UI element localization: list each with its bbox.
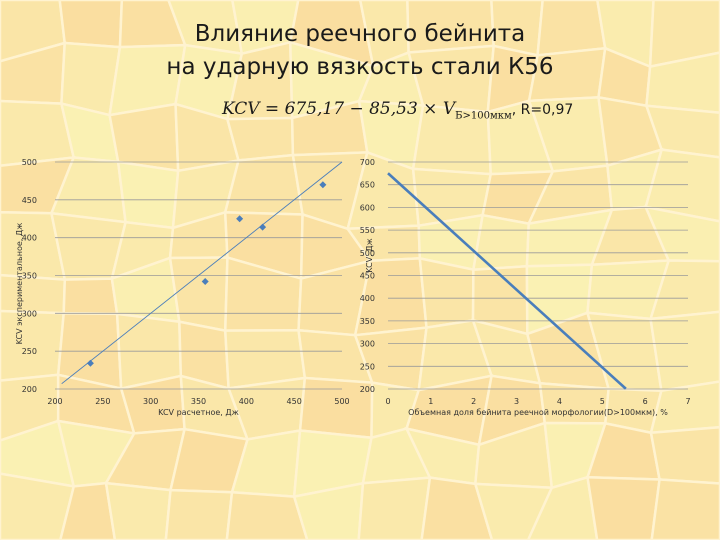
chart1-y-axis-label: KCV экспериментальное, Дж [15, 223, 24, 345]
formula-lhs: KCV = 675,17 − 85,53 × V [222, 99, 456, 119]
chart1-y-tick-label: 400 [22, 234, 37, 243]
chart2-x-tick-label: 7 [685, 397, 690, 406]
chart1-data-point [201, 278, 209, 286]
chart1-x-tick-label: 450 [287, 397, 302, 406]
chart1-x-tick-label: 400 [239, 397, 254, 406]
background-cell [586, 475, 661, 540]
chart2-series-line [387, 172, 627, 390]
background-cell [420, 476, 494, 540]
background-cell [104, 481, 172, 540]
chart1-reference-line [61, 161, 343, 385]
chart2-y-tick-label: 500 [360, 249, 375, 258]
background-cell [0, 472, 76, 540]
background-cell [292, 481, 365, 540]
chart2-y-axis-label: KCV, Дж [365, 238, 374, 272]
chart1-y-tick-label: 300 [22, 309, 37, 318]
chart2-y-tick-label: 450 [360, 272, 375, 281]
chart1-x-axis-label: KCV расчетное, Дж [158, 408, 239, 417]
chart2-y-tick-label: 600 [360, 203, 375, 212]
chart2-y-tick-label: 550 [360, 226, 375, 235]
background-cell [649, 425, 720, 485]
chart1-data-point [319, 181, 327, 189]
chart2-y-tick-label: 350 [360, 317, 375, 326]
chart1-x-tick-label: 300 [143, 397, 158, 406]
chart1-x-tick-label: 200 [47, 397, 62, 406]
chart1-y-tick-label: 450 [22, 196, 37, 205]
chart2-x-tick-label: 3 [514, 397, 519, 406]
background-cell [644, 148, 720, 223]
background-cell [357, 476, 432, 540]
chart1-y-tick-label: 350 [22, 272, 37, 281]
background-cell [650, 478, 720, 540]
background-cell [526, 475, 599, 540]
formula-r-value: , R=0,97 [511, 102, 574, 118]
chart1-x-tick-label: 350 [191, 397, 206, 406]
chart2-x-tick-label: 6 [643, 397, 648, 406]
chart2-x-tick-label: 5 [600, 397, 605, 406]
background-cell [164, 488, 234, 540]
chart1-data-point [236, 215, 244, 223]
chart1-y-tick-label: 500 [22, 158, 37, 167]
chart1-x-tick-label: 500 [334, 397, 349, 406]
chart2-y-tick-label: 250 [360, 362, 375, 371]
background-cell [649, 310, 720, 393]
formula-subscript: Б>100мкм [455, 110, 512, 122]
chart1-x-tick-label: 250 [95, 397, 110, 406]
chart2-x-tick-label: 0 [385, 397, 390, 406]
chart2-y-tick-label: 400 [360, 294, 375, 303]
page-title-line2: на ударную вязкость стали К56 [166, 54, 554, 80]
regression-formula: KCV = 675,17 − 85,53 × VБ>100мкм, R=0,97 [222, 99, 573, 121]
chart2-x-tick-label: 4 [557, 397, 562, 406]
background-cell [648, 0, 720, 69]
chart2-y-tick-label: 700 [360, 158, 375, 167]
background-cell [225, 490, 309, 540]
chart1-y-tick-label: 200 [22, 385, 37, 394]
background-cell [473, 482, 554, 540]
background-cell [59, 481, 117, 540]
chart2-x-axis-label: Объемная доля бейнита реечной морфологии… [408, 408, 668, 417]
chart2-x-tick-label: 2 [471, 397, 476, 406]
chart1-data-point [259, 223, 267, 231]
chart2-x-tick-label: 1 [428, 397, 433, 406]
chart2-y-tick-label: 650 [360, 181, 375, 190]
chart1-data-point [86, 359, 94, 367]
page-title-line1: Влияние реечного бейнита [194, 21, 526, 47]
chart2-y-tick-label: 200 [360, 385, 375, 394]
background-cell [643, 205, 720, 263]
chart2-y-tick-label: 300 [360, 340, 375, 349]
chart1-y-tick-label: 250 [22, 347, 37, 356]
background-cell [649, 380, 720, 435]
background-cell [645, 51, 720, 114]
background-cell [644, 104, 720, 159]
